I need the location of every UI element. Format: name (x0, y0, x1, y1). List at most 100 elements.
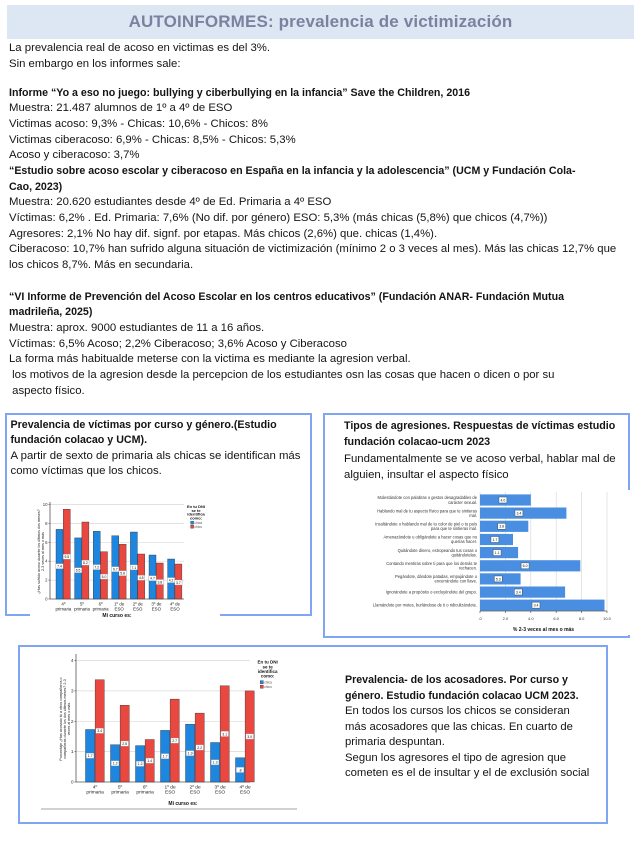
svg-text:2: 2 (45, 578, 48, 583)
svg-text:5.3: 5.3 (496, 577, 501, 581)
svg-text:1.7: 1.7 (492, 538, 497, 542)
svg-text:primaria: primaria (111, 790, 129, 796)
svg-text:ESO: ESO (190, 790, 200, 796)
svg-text:1.3: 1.3 (213, 761, 218, 765)
svg-text:compañeras durante los dos últ: compañeras durante los dos últimos meses… (63, 679, 67, 759)
svg-text:5º: 5º (118, 785, 123, 791)
svg-text:1.9: 1.9 (188, 752, 193, 756)
svg-text:ESO: ESO (240, 790, 250, 796)
svg-text:Mi curso es:: Mi curso es: (168, 801, 198, 807)
svg-text:chica: chica (264, 680, 272, 684)
svg-text:6.5: 6.5 (76, 569, 81, 573)
svg-text:10.0: 10.0 (603, 616, 612, 621)
svg-text:6.7: 6.7 (113, 568, 118, 572)
svg-text:6.0: 6.0 (523, 564, 528, 568)
svg-text:chico: chico (194, 525, 202, 529)
svg-text:2.0: 2.0 (503, 616, 509, 621)
svg-text:4: 4 (45, 559, 48, 564)
svg-text:3.4: 3.4 (97, 729, 102, 733)
svg-text:7.4: 7.4 (57, 565, 62, 569)
svg-text:2.2: 2.2 (197, 746, 202, 750)
svg-text:Porcentaje ¿Has acosado tú a o: Porcentaje ¿Has acosado tú a otros compa… (59, 677, 63, 760)
svg-text:1.7: 1.7 (88, 754, 93, 758)
svg-text:Ignorándote a propósito o excl: Ignorándote a propósito o excluyéndote d… (386, 590, 477, 595)
svg-text:3: 3 (71, 688, 74, 694)
svg-text:ESO: ESO (152, 607, 162, 612)
svg-text:primaria: primaria (86, 790, 104, 796)
svg-text:quitándotelas.: quitándotelas. (452, 552, 478, 557)
svg-text:encerrándote con llave.: encerrándote con llave. (434, 579, 477, 584)
svg-text:9.5: 9.5 (64, 555, 69, 559)
svg-text:1.7: 1.7 (163, 755, 168, 759)
svg-text:4: 4 (71, 658, 74, 664)
svg-text:4º: 4º (93, 785, 98, 791)
svg-text:2-3 veces al mes o más: 2-3 veces al mes o más (41, 532, 45, 571)
svg-text:3.8: 3.8 (157, 580, 162, 584)
svg-text:9.4: 9.4 (534, 604, 539, 608)
svg-text:4.8: 4.8 (139, 576, 144, 580)
svg-text:.8: .8 (239, 768, 242, 772)
svg-text:1º de: 1º de (165, 785, 176, 791)
svg-text:Quitándote dinero, estropeando: Quitándote dinero, estropeando tus cosas… (398, 548, 478, 553)
svg-text:como:: como: (261, 674, 275, 679)
svg-text:6º: 6º (143, 785, 148, 791)
svg-text:veces al mes o más: veces al mes o más (67, 703, 71, 736)
svg-text:2.5: 2.5 (122, 742, 127, 746)
svg-text:se te: se te (262, 664, 273, 669)
svg-text:¿Has sufrido acoso durante los: ¿Has sufrido acoso durante los últimos d… (37, 509, 41, 594)
svg-text:chica: chica (194, 521, 202, 525)
svg-text:0: 0 (71, 780, 74, 786)
svg-text:1: 1 (71, 749, 74, 755)
svg-text:Mi curso es:: Mi curso es: (102, 613, 132, 619)
svg-text:5.0: 5.0 (102, 575, 107, 579)
svg-text:3.4: 3.4 (516, 512, 521, 516)
svg-text:Pegándote, dándote patadas, em: Pegándote, dándote patadas, empujándote … (395, 574, 478, 579)
svg-text:chico: chico (264, 685, 272, 689)
svg-text:4.0: 4.0 (528, 616, 534, 621)
svg-text:En tu DNI: En tu DNI (187, 504, 205, 509)
svg-text:para que te sintieras mal.: para que te sintieras mal. (431, 526, 477, 531)
svg-text:4º: 4º (61, 602, 65, 607)
svg-text:3.7: 3.7 (176, 581, 181, 585)
svg-text:1º de: 1º de (114, 602, 125, 607)
svg-text:ESO: ESO (170, 607, 180, 612)
svg-text:se te: se te (191, 508, 201, 513)
svg-text:primaria: primaria (93, 607, 109, 612)
svg-text:7.2: 7.2 (94, 566, 99, 570)
svg-text:0: 0 (45, 597, 48, 602)
svg-text:En tu DNI: En tu DNI (257, 660, 277, 665)
svg-text:identifica: identifica (258, 669, 278, 674)
svg-text:1.2: 1.2 (138, 762, 143, 766)
svg-text:3.1: 3.1 (222, 732, 227, 736)
svg-text:8: 8 (45, 521, 48, 526)
svg-text:primaria: primaria (74, 607, 90, 612)
svg-text:3.8: 3.8 (499, 525, 504, 529)
svg-text:6: 6 (45, 540, 48, 545)
svg-text:Molestándote con palabras o ge: Molestándote con palabras o gestos desag… (378, 495, 478, 500)
svg-text:6.0: 6.0 (553, 616, 559, 621)
svg-text:1.4: 1.4 (147, 759, 152, 763)
svg-text:10: 10 (43, 502, 48, 507)
svg-text:ESO: ESO (115, 607, 125, 612)
svg-text:Contando mentiras sobre ti par: Contando mentiras sobre ti para que los … (386, 561, 478, 566)
svg-text:3º de: 3º de (215, 785, 226, 791)
svg-text:.0: .0 (478, 616, 482, 621)
svg-text:8.2: 8.2 (83, 561, 88, 565)
svg-text:4.0: 4.0 (500, 498, 505, 502)
svg-text:Insultándote o hablando mal de: Insultándote o hablando mal de tu color … (375, 522, 477, 527)
svg-text:2.7: 2.7 (172, 739, 177, 743)
svg-text:como:: como: (190, 516, 202, 521)
svg-text:4º de: 4º de (240, 785, 251, 791)
svg-text:2º de: 2º de (133, 602, 144, 607)
svg-text:5.8: 5.8 (120, 572, 125, 576)
svg-text:3.0: 3.0 (247, 735, 252, 739)
svg-text:4.2: 4.2 (169, 579, 174, 583)
svg-text:Llamándote por motes, burlándo: Llamándote por motes, burlándose de ti o… (373, 603, 477, 608)
svg-text:3º de: 3º de (151, 602, 162, 607)
svg-text:1.1: 1.1 (495, 551, 500, 555)
svg-text:3.4: 3.4 (516, 591, 521, 595)
svg-text:rechacen.: rechacen. (459, 566, 477, 571)
svg-text:6º: 6º (99, 602, 103, 607)
svg-text:1.2: 1.2 (113, 762, 118, 766)
svg-text:primaria: primaria (136, 790, 154, 796)
